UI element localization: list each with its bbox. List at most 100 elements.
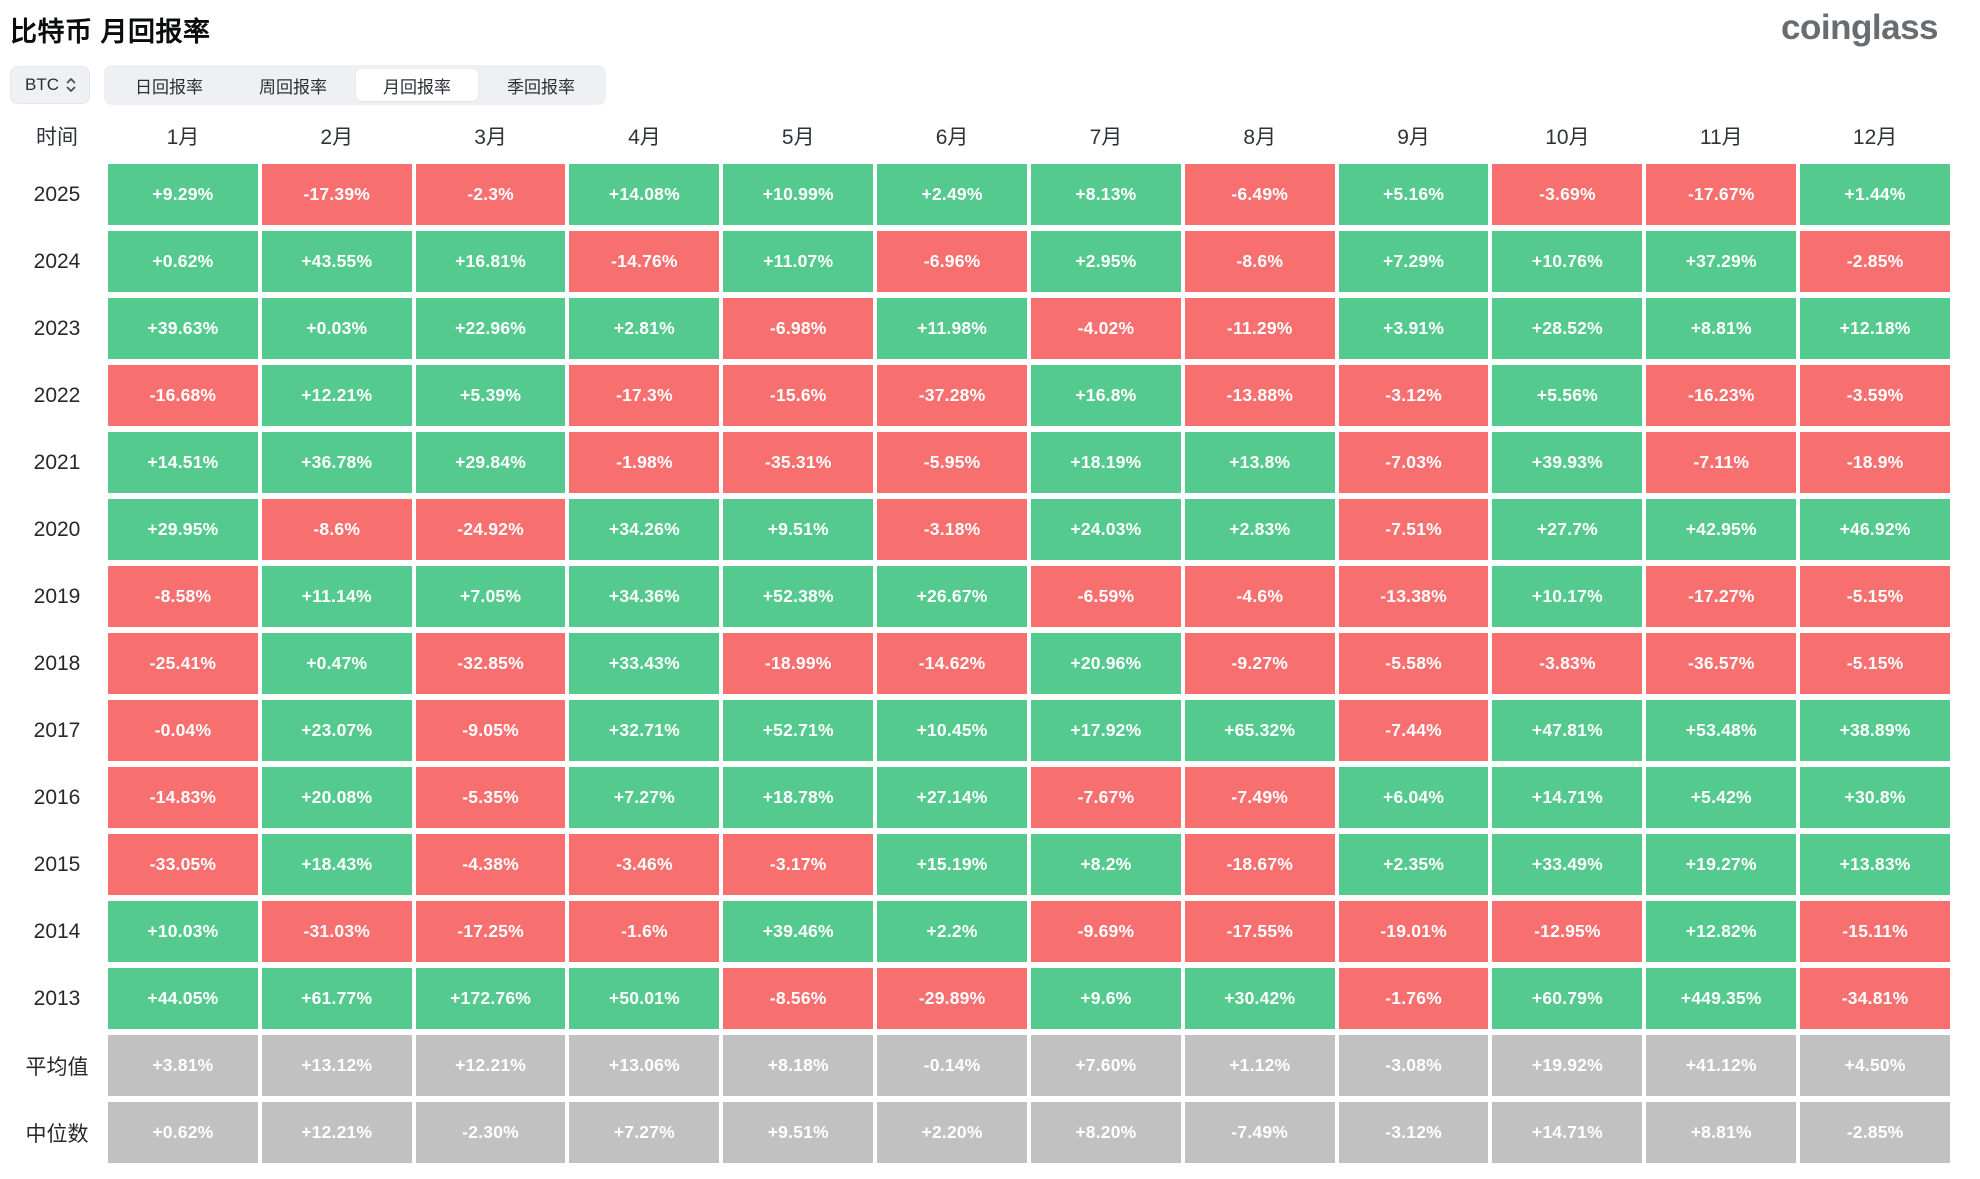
return-cell: -3.59% [1800,365,1950,426]
return-cell: +4.50% [1800,1035,1950,1096]
return-cell: +22.96% [415,298,566,359]
return-cell: +7.27% [569,1102,720,1163]
return-cell: +9.29% [108,164,258,225]
row-label: 平均值 [25,1055,89,1079]
return-cell: +33.43% [569,633,720,694]
return-cell: -5.35% [415,767,566,828]
return-cell: -7.67% [1030,767,1181,828]
tab-weekly[interactable]: 周回报率 [232,69,354,101]
return-cell: -9.27% [1184,633,1335,694]
return-cell: +14.71% [1492,767,1643,828]
return-cell: +36.78% [261,432,412,493]
return-cell: -16.68% [108,365,258,426]
return-cell: +5.16% [1338,164,1489,225]
row-label: 2014 [33,919,81,943]
return-cell: +6.04% [1338,767,1489,828]
return-cell: -35.31% [723,432,874,493]
return-cell: +50.01% [569,968,720,1029]
return-cell: -14.62% [877,633,1027,694]
return-cell: +18.43% [261,834,412,895]
return-cell: +11.07% [723,231,874,292]
column-header: 7月 [1089,126,1123,149]
column-header-time: 时间 [36,126,78,149]
return-cell: +5.56% [1492,365,1643,426]
return-cell: +23.07% [261,700,412,761]
return-cell: +29.84% [415,432,566,493]
return-cell: +39.46% [723,901,874,962]
return-cell: +19.92% [1492,1035,1643,1096]
return-cell: -5.58% [1338,633,1489,694]
return-cell: +12.21% [261,365,412,426]
row-label: 2025 [33,182,81,206]
return-cell: +10.45% [877,700,1027,761]
return-cell: -17.67% [1646,164,1797,225]
return-cell: +7.60% [1030,1035,1181,1096]
return-cell: +19.27% [1646,834,1797,895]
return-cell: +29.95% [108,499,258,560]
return-cell: +11.14% [261,566,412,627]
column-header: 8月 [1243,126,1277,149]
return-cell: +8.13% [1030,164,1181,225]
return-cell: +11.98% [877,298,1027,359]
return-cell: -1.6% [569,901,720,962]
tab-daily[interactable]: 日回报率 [108,69,230,101]
return-cell: +33.49% [1492,834,1643,895]
return-cell: -4.6% [1184,566,1335,627]
symbol-select[interactable]: BTC [10,66,90,104]
return-cell: +8.81% [1646,1102,1797,1163]
return-cell: +28.52% [1492,298,1643,359]
return-cell: -3.12% [1338,365,1489,426]
return-cell: +26.67% [877,566,1027,627]
return-cell: -3.12% [1338,1102,1489,1163]
column-header: 11月 [1699,126,1743,149]
tab-monthly[interactable]: 月回报率 [356,69,478,101]
return-cell: +5.39% [415,365,566,426]
return-cell: -6.49% [1184,164,1335,225]
return-cell: -34.81% [1800,968,1950,1029]
return-cell: +46.92% [1800,499,1950,560]
return-cell: -33.05% [108,834,258,895]
return-cell: +34.26% [569,499,720,560]
return-cell: -24.92% [415,499,566,560]
return-cell: -0.04% [108,700,258,761]
return-cell: +47.81% [1492,700,1643,761]
return-cell: -1.98% [569,432,720,493]
row-label: 2015 [33,852,81,876]
return-cell: +0.47% [261,633,412,694]
return-cell: -1.76% [1338,968,1489,1029]
return-cell: -6.59% [1030,566,1181,627]
return-cell: -18.9% [1800,432,1950,493]
return-cell: +8.81% [1646,298,1797,359]
return-cell: -3.18% [877,499,1027,560]
return-cell: +32.71% [569,700,720,761]
return-cell: +39.93% [1492,432,1643,493]
column-header: 5月 [781,126,815,149]
return-cell: -25.41% [108,633,258,694]
tab-quarterly[interactable]: 季回报率 [480,69,602,101]
return-cell: -12.95% [1492,901,1643,962]
return-cell: -5.15% [1800,566,1950,627]
select-updown-icon [65,76,77,94]
return-cell: +42.95% [1646,499,1797,560]
return-cell: -2.85% [1800,231,1950,292]
return-cell: +12.82% [1646,901,1797,962]
return-cell: +60.79% [1492,968,1643,1029]
return-cell: +53.48% [1646,700,1797,761]
return-cell: +38.89% [1800,700,1950,761]
return-cell: +0.62% [108,1102,258,1163]
return-cell: -16.23% [1646,365,1797,426]
controls-row: BTC 日回报率 周回报率 月回报率 季回报率 [10,64,1968,106]
return-cell: +2.35% [1338,834,1489,895]
row-label: 2020 [33,517,81,541]
return-cell: +16.81% [415,231,566,292]
return-cell: -3.08% [1338,1035,1489,1096]
return-cell: +2.81% [569,298,720,359]
return-cell: +27.7% [1492,499,1643,560]
column-header: 6月 [935,126,969,149]
return-cell: +172.76% [415,968,566,1029]
return-cell: +52.38% [723,566,874,627]
return-cell: -6.96% [877,231,1027,292]
row-label: 2019 [33,584,81,608]
return-cell: -4.38% [415,834,566,895]
